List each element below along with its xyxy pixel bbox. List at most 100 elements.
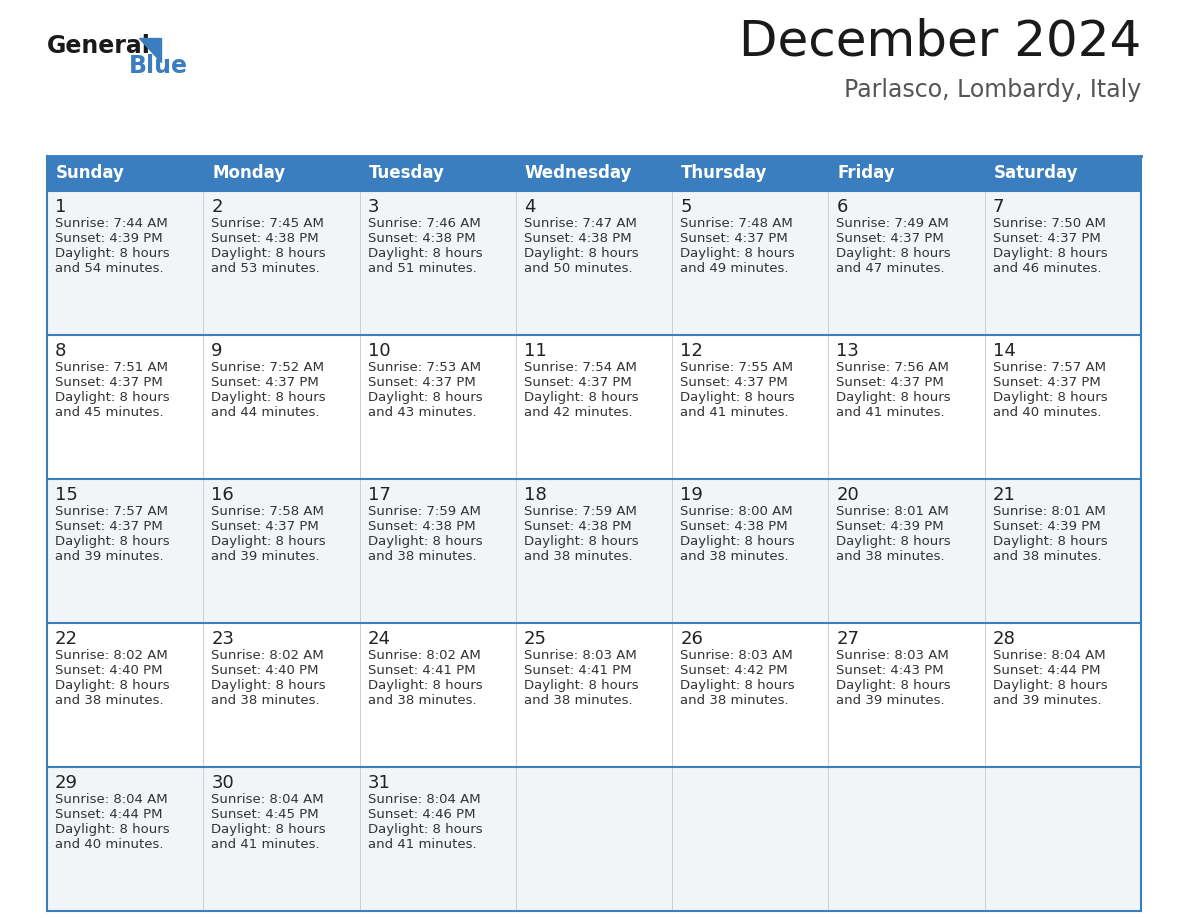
Text: Daylight: 8 hours: Daylight: 8 hours: [993, 679, 1107, 692]
Text: 18: 18: [524, 486, 546, 504]
Text: Sunset: 4:37 PM: Sunset: 4:37 PM: [524, 376, 632, 389]
Text: Daylight: 8 hours: Daylight: 8 hours: [211, 535, 326, 548]
Text: and 38 minutes.: and 38 minutes.: [836, 550, 944, 563]
Bar: [48, 335, 1140, 479]
Text: Sunrise: 7:52 AM: Sunrise: 7:52 AM: [211, 361, 324, 374]
Text: General: General: [48, 34, 151, 58]
Text: Sunrise: 8:03 AM: Sunrise: 8:03 AM: [524, 649, 637, 662]
Text: 12: 12: [681, 342, 703, 360]
Text: Daylight: 8 hours: Daylight: 8 hours: [524, 679, 638, 692]
Text: Sunset: 4:42 PM: Sunset: 4:42 PM: [681, 664, 788, 677]
Text: Daylight: 8 hours: Daylight: 8 hours: [524, 247, 638, 260]
Text: Sunrise: 7:58 AM: Sunrise: 7:58 AM: [211, 505, 324, 518]
Text: Daylight: 8 hours: Daylight: 8 hours: [993, 247, 1107, 260]
Text: 26: 26: [681, 630, 703, 648]
Text: 4: 4: [524, 198, 536, 216]
Text: Sunset: 4:45 PM: Sunset: 4:45 PM: [211, 808, 318, 821]
Text: Monday: Monday: [213, 164, 285, 183]
Text: 31: 31: [367, 774, 391, 792]
Text: 21: 21: [993, 486, 1016, 504]
Text: and 53 minutes.: and 53 minutes.: [211, 262, 320, 275]
Text: and 50 minutes.: and 50 minutes.: [524, 262, 632, 275]
Text: Sunset: 4:38 PM: Sunset: 4:38 PM: [367, 520, 475, 533]
Text: Daylight: 8 hours: Daylight: 8 hours: [367, 391, 482, 404]
Text: Sunrise: 8:02 AM: Sunrise: 8:02 AM: [211, 649, 324, 662]
Text: Daylight: 8 hours: Daylight: 8 hours: [993, 391, 1107, 404]
Text: Sunset: 4:38 PM: Sunset: 4:38 PM: [524, 520, 632, 533]
Text: and 38 minutes.: and 38 minutes.: [993, 550, 1101, 563]
Text: Sunset: 4:37 PM: Sunset: 4:37 PM: [993, 232, 1100, 245]
Text: Sunrise: 8:01 AM: Sunrise: 8:01 AM: [836, 505, 949, 518]
Text: Sunset: 4:46 PM: Sunset: 4:46 PM: [367, 808, 475, 821]
Text: 22: 22: [55, 630, 78, 648]
Text: Daylight: 8 hours: Daylight: 8 hours: [524, 391, 638, 404]
Bar: [48, 156, 1140, 191]
Text: and 39 minutes.: and 39 minutes.: [836, 694, 944, 707]
Text: Sunrise: 8:02 AM: Sunrise: 8:02 AM: [55, 649, 168, 662]
Text: and 41 minutes.: and 41 minutes.: [211, 838, 320, 851]
Text: Sunrise: 7:51 AM: Sunrise: 7:51 AM: [55, 361, 168, 374]
Text: Daylight: 8 hours: Daylight: 8 hours: [55, 679, 170, 692]
Text: Sunset: 4:37 PM: Sunset: 4:37 PM: [211, 376, 320, 389]
Text: Sunrise: 7:57 AM: Sunrise: 7:57 AM: [993, 361, 1106, 374]
Text: Sunrise: 8:01 AM: Sunrise: 8:01 AM: [993, 505, 1106, 518]
Text: 20: 20: [836, 486, 859, 504]
Text: Daylight: 8 hours: Daylight: 8 hours: [55, 391, 170, 404]
Text: Sunrise: 8:00 AM: Sunrise: 8:00 AM: [681, 505, 792, 518]
Text: Daylight: 8 hours: Daylight: 8 hours: [681, 679, 795, 692]
Text: Sunset: 4:44 PM: Sunset: 4:44 PM: [993, 664, 1100, 677]
Text: and 38 minutes.: and 38 minutes.: [367, 550, 476, 563]
Text: Sunrise: 8:04 AM: Sunrise: 8:04 AM: [55, 793, 168, 806]
Text: Sunset: 4:43 PM: Sunset: 4:43 PM: [836, 664, 944, 677]
Text: 25: 25: [524, 630, 546, 648]
Text: and 41 minutes.: and 41 minutes.: [367, 838, 476, 851]
Text: Sunrise: 7:54 AM: Sunrise: 7:54 AM: [524, 361, 637, 374]
Text: Daylight: 8 hours: Daylight: 8 hours: [367, 679, 482, 692]
Text: Daylight: 8 hours: Daylight: 8 hours: [681, 535, 795, 548]
Text: 5: 5: [681, 198, 691, 216]
Text: 1: 1: [55, 198, 67, 216]
Text: Sunrise: 7:44 AM: Sunrise: 7:44 AM: [55, 217, 168, 230]
Text: Sunrise: 8:04 AM: Sunrise: 8:04 AM: [367, 793, 480, 806]
Text: 9: 9: [211, 342, 223, 360]
Text: 16: 16: [211, 486, 234, 504]
Text: Sunrise: 7:50 AM: Sunrise: 7:50 AM: [993, 217, 1106, 230]
Text: Sunrise: 7:57 AM: Sunrise: 7:57 AM: [55, 505, 168, 518]
Text: Sunset: 4:37 PM: Sunset: 4:37 PM: [367, 376, 475, 389]
Text: 15: 15: [55, 486, 78, 504]
Text: Daylight: 8 hours: Daylight: 8 hours: [836, 247, 952, 260]
Text: Sunrise: 7:53 AM: Sunrise: 7:53 AM: [367, 361, 481, 374]
Text: 8: 8: [55, 342, 67, 360]
Text: 17: 17: [367, 486, 391, 504]
Text: and 40 minutes.: and 40 minutes.: [993, 406, 1101, 419]
Text: 28: 28: [993, 630, 1016, 648]
Bar: [48, 191, 1140, 335]
Text: 11: 11: [524, 342, 546, 360]
Text: 13: 13: [836, 342, 859, 360]
Text: and 41 minutes.: and 41 minutes.: [836, 406, 944, 419]
Text: Sunset: 4:38 PM: Sunset: 4:38 PM: [524, 232, 632, 245]
Text: 2: 2: [211, 198, 223, 216]
Text: and 54 minutes.: and 54 minutes.: [55, 262, 164, 275]
Text: Daylight: 8 hours: Daylight: 8 hours: [211, 391, 326, 404]
Text: Sunset: 4:37 PM: Sunset: 4:37 PM: [836, 376, 944, 389]
Text: and 43 minutes.: and 43 minutes.: [367, 406, 476, 419]
Text: Daylight: 8 hours: Daylight: 8 hours: [836, 679, 952, 692]
Text: Sunrise: 8:03 AM: Sunrise: 8:03 AM: [681, 649, 792, 662]
Bar: [48, 767, 1140, 911]
Text: Parlasco, Lombardy, Italy: Parlasco, Lombardy, Italy: [843, 78, 1140, 102]
Text: Sunset: 4:38 PM: Sunset: 4:38 PM: [211, 232, 318, 245]
Text: Sunset: 4:39 PM: Sunset: 4:39 PM: [55, 232, 163, 245]
Text: and 38 minutes.: and 38 minutes.: [211, 694, 320, 707]
Text: Sunset: 4:38 PM: Sunset: 4:38 PM: [367, 232, 475, 245]
Text: Sunset: 4:37 PM: Sunset: 4:37 PM: [55, 376, 163, 389]
Text: and 38 minutes.: and 38 minutes.: [681, 550, 789, 563]
Text: and 51 minutes.: and 51 minutes.: [367, 262, 476, 275]
Text: Daylight: 8 hours: Daylight: 8 hours: [211, 679, 326, 692]
Text: Sunrise: 7:45 AM: Sunrise: 7:45 AM: [211, 217, 324, 230]
Text: and 38 minutes.: and 38 minutes.: [681, 694, 789, 707]
Text: Sunset: 4:37 PM: Sunset: 4:37 PM: [836, 232, 944, 245]
Text: Sunset: 4:41 PM: Sunset: 4:41 PM: [524, 664, 632, 677]
Text: Sunset: 4:41 PM: Sunset: 4:41 PM: [367, 664, 475, 677]
Text: Daylight: 8 hours: Daylight: 8 hours: [836, 535, 952, 548]
